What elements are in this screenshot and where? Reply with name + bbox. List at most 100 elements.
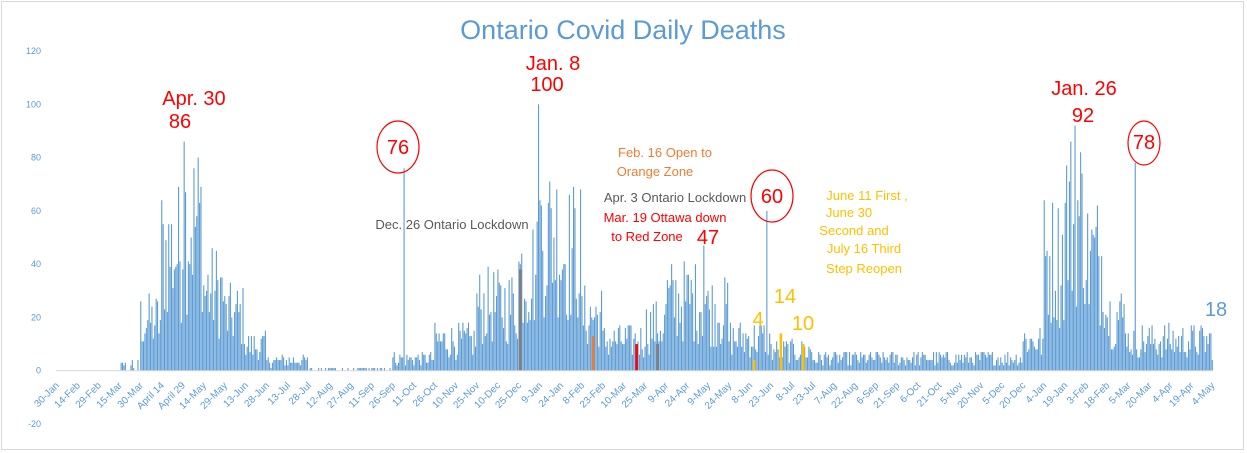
bar [617,328,619,371]
bar [612,341,614,371]
bar [746,338,748,371]
bar [643,357,645,371]
bar [867,360,869,371]
bar [550,208,552,371]
bar [182,269,184,371]
bar [227,330,229,371]
bar [913,352,915,371]
bar [1032,341,1034,371]
bar [675,280,677,371]
bar [413,365,415,371]
bar [563,264,565,371]
bar [813,360,816,371]
bar [693,341,695,371]
bar [694,264,696,371]
bar [825,352,827,371]
bar [840,360,842,371]
bar [630,325,632,371]
annotation-circle [376,120,420,174]
bar [194,226,196,371]
bar [264,330,266,371]
bar [584,285,586,371]
bar [749,357,751,371]
bar [147,320,149,371]
bar [448,357,450,371]
bar [166,312,168,371]
bar [923,354,925,371]
bar [665,304,667,371]
bar [1028,349,1030,371]
bar [175,266,177,371]
bar [407,360,409,371]
bar [897,365,900,371]
bar [402,357,404,371]
bar [176,264,178,371]
bar [847,365,849,371]
bar [949,362,951,371]
bar [909,360,911,371]
bar [991,352,993,371]
bar [1162,336,1164,371]
annotation-apr3: Apr. 3 Ontario Lockdown [604,190,746,205]
bar [812,360,814,371]
bar [1066,165,1068,371]
bar [1120,293,1122,371]
bar [278,360,280,371]
bar [687,274,689,371]
bar [1084,304,1086,371]
bar [1073,224,1075,371]
bar [273,360,275,371]
bar [1123,304,1125,371]
bar [917,352,919,371]
bar [333,368,335,371]
bar [841,357,844,371]
bar [213,320,215,371]
bar [383,368,386,371]
bar [1060,285,1062,371]
bar [1200,325,1202,371]
bar [158,333,160,371]
bar [539,200,541,371]
highlighted-bar [801,344,805,371]
bar [942,354,944,371]
bar [634,333,636,371]
bar [462,322,464,371]
bar [757,336,760,371]
bar [1053,317,1055,371]
bar [973,365,975,371]
bar [477,306,479,371]
bar [629,325,631,371]
bar [1199,330,1201,371]
bar [965,357,967,371]
bar [1014,360,1016,371]
bar [465,333,467,371]
bar [912,357,914,371]
bar [637,341,639,371]
bar [442,333,444,371]
bar [883,357,886,371]
bar [560,280,562,371]
bar [500,285,502,371]
highlighted-bar [656,344,659,371]
bar [347,368,349,371]
bar [904,365,907,371]
bar [504,288,506,371]
annotation-step3: 10 [792,313,814,335]
bar [715,346,717,371]
bar [979,360,981,371]
bar [1012,362,1014,371]
bar [850,365,852,371]
bar [989,354,991,371]
bar [549,181,551,371]
bar [1185,352,1187,371]
bar [906,357,908,371]
bar [400,357,402,371]
bar [1130,349,1132,371]
bar [707,290,709,371]
bar [1035,349,1037,371]
bar [473,330,475,371]
bar [787,344,789,371]
y-tick-label: 100 [26,99,41,109]
bar [1082,288,1084,371]
